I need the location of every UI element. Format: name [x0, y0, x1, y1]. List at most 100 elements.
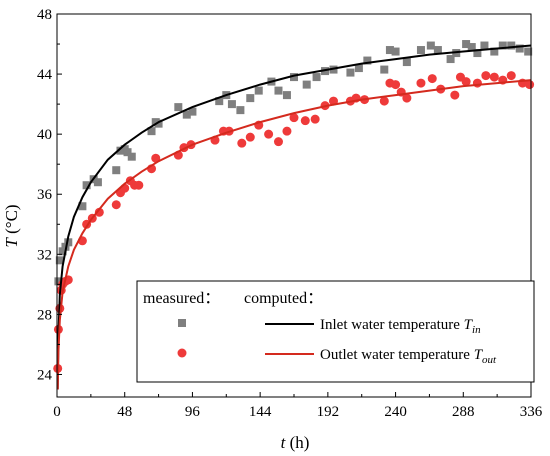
- legend-outlet-label: Outlet water temperature Tout: [320, 347, 497, 366]
- inlet-measured-point: [385, 46, 394, 55]
- inlet-measured-point: [64, 238, 73, 247]
- outlet-measured-point: [310, 114, 320, 124]
- outlet-measured-point: [379, 96, 389, 106]
- inlet-measured-point: [246, 94, 255, 103]
- inlet-measured-point: [254, 86, 263, 95]
- axes: 0 48 96 144 192 240 288 336 24 28 32 36 40 44 48: [37, 7, 543, 420]
- inlet-measured-point: [188, 107, 197, 116]
- x-tick-label: 144: [249, 404, 272, 420]
- inlet-measured-point: [82, 181, 91, 190]
- x-axis-title: t (h): [281, 433, 310, 452]
- x-tick-label: 48: [117, 404, 132, 420]
- inlet-measured-point: [402, 58, 411, 67]
- inlet-measured-point: [462, 40, 471, 49]
- inlet-measured-point: [58, 247, 67, 256]
- inlet-measured-point: [182, 110, 191, 119]
- outlet-measured-point: [264, 129, 274, 139]
- inlet-measured-point: [312, 73, 321, 82]
- legend: measured： computed： Inlet water temperat…: [136, 280, 535, 383]
- x-tick-label: 192: [317, 404, 340, 420]
- y-tick-label: 36: [37, 187, 53, 203]
- outlet-measured-point: [120, 183, 130, 193]
- outlet-measured-point: [416, 78, 426, 88]
- inlet-measured-point: [354, 64, 363, 73]
- inlet-measured-point: [524, 47, 533, 56]
- inlet-measured-point: [490, 47, 499, 56]
- outlet-measured-point: [237, 138, 247, 148]
- x-tick-label: 288: [452, 404, 475, 420]
- inlet-measured-point: [236, 106, 245, 115]
- outlet-measured-point: [450, 90, 460, 100]
- inlet-measured-point: [507, 41, 516, 50]
- legend-inlet-label: Inlet water temperature Tin: [320, 317, 481, 336]
- outlet-measured-point: [427, 74, 437, 84]
- inlet-measured-point: [127, 152, 136, 161]
- inlet-measured-point: [54, 277, 63, 286]
- inlet-measured-point: [473, 49, 482, 58]
- inlet-measured-point: [426, 41, 435, 50]
- legend-outlet-marker: [177, 348, 187, 358]
- inlet-computed-line: [56, 44, 532, 390]
- legend-inlet-marker: [178, 319, 186, 327]
- inlet-measured-point: [227, 100, 236, 109]
- inlet-measured-point: [498, 41, 507, 50]
- outlet-measured-point: [245, 132, 255, 142]
- outlet-measured-point: [506, 71, 516, 81]
- plot-area: [53, 40, 535, 390]
- inlet-measured-point: [380, 65, 389, 74]
- y-tick-label: 24: [37, 367, 53, 383]
- inlet-measured-point: [116, 146, 125, 155]
- inlet-measured-point: [282, 91, 291, 100]
- inlet-measured-point: [302, 80, 311, 89]
- inlet-measured-point: [215, 97, 224, 106]
- inlet-measured-point: [467, 43, 476, 52]
- x-tick-label: 240: [384, 404, 407, 420]
- outlet-measured-point: [282, 126, 292, 136]
- outlet-measured-point: [111, 200, 121, 210]
- outlet-measured-point: [402, 93, 412, 103]
- outlet-measured-point: [525, 80, 535, 90]
- inlet-measured-point: [123, 148, 132, 157]
- y-tick-label: 40: [37, 127, 52, 143]
- outlet-measured-point: [94, 207, 104, 217]
- outlet-measured-point: [289, 113, 299, 123]
- inlet-measured-point: [147, 127, 156, 136]
- inlet-measured-point: [154, 119, 163, 128]
- outlet-measured-point: [391, 80, 401, 90]
- outlet-measured-point: [489, 72, 499, 82]
- legend-measured-header: measured：: [143, 290, 220, 307]
- inlet-measured-point: [515, 44, 524, 53]
- outlet-measured-point: [461, 77, 471, 87]
- inlet-measured-point: [174, 103, 183, 112]
- inlet-measured-point: [112, 166, 121, 175]
- inlet-measured-point: [433, 46, 442, 55]
- y-tick-label: 32: [37, 247, 52, 263]
- outlet-measured-point: [472, 78, 482, 88]
- inlet-measured-point: [290, 73, 298, 82]
- inlet-measured-point: [93, 178, 102, 187]
- inlet-measured-point: [480, 41, 489, 50]
- outlet-measured-point: [273, 137, 283, 147]
- outlet-computed-line: [56, 79, 532, 390]
- inlet-measured-point: [274, 86, 283, 95]
- outlet-measured-point: [481, 71, 491, 81]
- inlet-measured-point: [346, 68, 355, 77]
- x-tick-label: 336: [520, 404, 543, 420]
- legend-box: [136, 280, 535, 383]
- inlet-measured-point: [391, 47, 400, 56]
- x-tick-label: 96: [185, 404, 201, 420]
- y-tick-label: 28: [37, 307, 52, 323]
- inlet-measured-point: [363, 56, 372, 65]
- inlet-measured-point: [416, 46, 425, 55]
- inlet-measured-point: [55, 256, 64, 265]
- outlet-measured-point: [300, 116, 310, 126]
- y-axis-title: T (°C): [2, 204, 21, 247]
- y-tick-label: 48: [37, 7, 52, 23]
- x-tick-label: 0: [53, 404, 61, 420]
- inlet-measured-point: [78, 202, 87, 211]
- outlet-measured-point: [134, 180, 144, 190]
- inlet-measured-point: [446, 55, 455, 64]
- y-tick-label: 44: [37, 67, 53, 83]
- legend-computed-header: computed：: [244, 290, 323, 307]
